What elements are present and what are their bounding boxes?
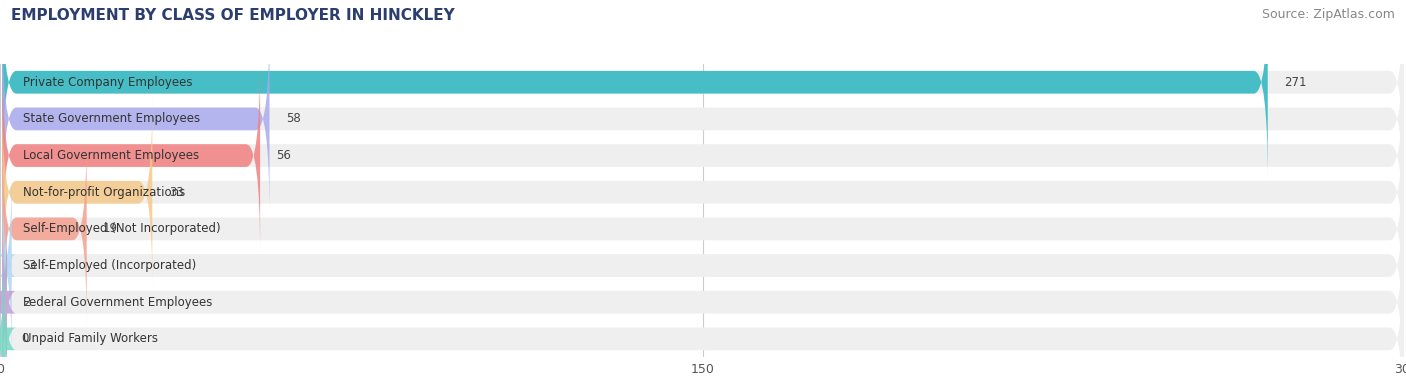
FancyBboxPatch shape xyxy=(3,0,1268,181)
Text: Local Government Employees: Local Government Employees xyxy=(24,149,200,162)
Text: Not-for-profit Organizations: Not-for-profit Organizations xyxy=(24,186,186,199)
Text: State Government Employees: State Government Employees xyxy=(24,112,201,126)
FancyBboxPatch shape xyxy=(0,240,17,376)
Text: 33: 33 xyxy=(169,186,183,199)
Text: 58: 58 xyxy=(285,112,301,126)
Text: 0: 0 xyxy=(21,332,28,346)
Text: Unpaid Family Workers: Unpaid Family Workers xyxy=(24,332,159,346)
FancyBboxPatch shape xyxy=(3,20,1403,218)
Text: Source: ZipAtlas.com: Source: ZipAtlas.com xyxy=(1261,8,1395,21)
Text: Federal Government Employees: Federal Government Employees xyxy=(24,296,212,309)
FancyBboxPatch shape xyxy=(0,203,17,376)
FancyBboxPatch shape xyxy=(0,167,17,364)
Text: Private Company Employees: Private Company Employees xyxy=(24,76,193,89)
Text: EMPLOYMENT BY CLASS OF EMPLOYER IN HINCKLEY: EMPLOYMENT BY CLASS OF EMPLOYER IN HINCK… xyxy=(11,8,456,23)
Text: 56: 56 xyxy=(277,149,291,162)
Text: 2: 2 xyxy=(24,296,31,309)
Text: Self-Employed (Incorporated): Self-Employed (Incorporated) xyxy=(24,259,197,272)
FancyBboxPatch shape xyxy=(3,130,1403,327)
FancyBboxPatch shape xyxy=(3,57,1403,254)
FancyBboxPatch shape xyxy=(3,240,1403,376)
FancyBboxPatch shape xyxy=(3,130,87,327)
Text: 19: 19 xyxy=(103,222,118,235)
FancyBboxPatch shape xyxy=(3,94,1403,291)
FancyBboxPatch shape xyxy=(3,57,260,254)
Text: 271: 271 xyxy=(1284,76,1306,89)
FancyBboxPatch shape xyxy=(3,167,1403,364)
FancyBboxPatch shape xyxy=(3,94,152,291)
Text: 3: 3 xyxy=(28,259,35,272)
FancyBboxPatch shape xyxy=(3,0,1403,181)
FancyBboxPatch shape xyxy=(3,203,1403,376)
FancyBboxPatch shape xyxy=(3,20,270,218)
Text: Self-Employed (Not Incorporated): Self-Employed (Not Incorporated) xyxy=(24,222,221,235)
